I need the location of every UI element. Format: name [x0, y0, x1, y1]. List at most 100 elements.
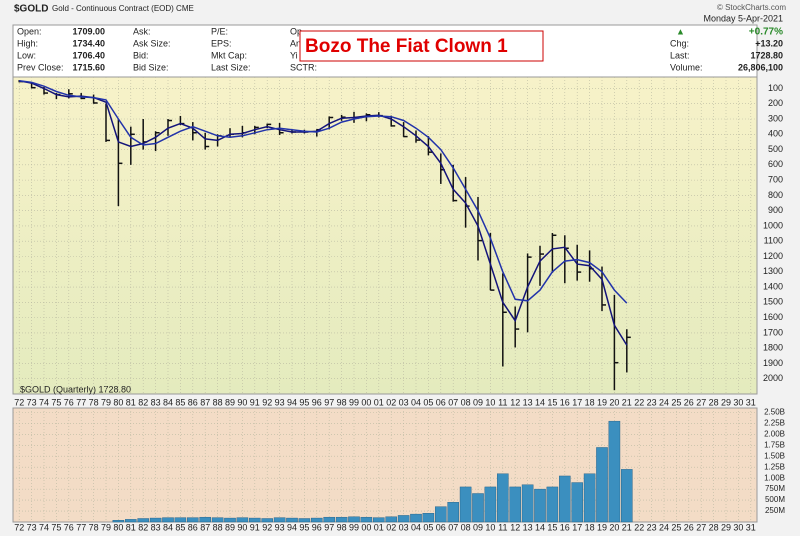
y-tick-label: 300 — [768, 113, 783, 123]
x-tick-label: 08 — [461, 522, 471, 532]
moving-average — [19, 80, 628, 346]
x-tick-label: 06 — [436, 522, 446, 532]
x-tick-label: 00 — [361, 397, 371, 407]
x-tick-label: 92 — [262, 397, 272, 407]
volume-bar — [497, 473, 509, 523]
volume-tick-label: 250M — [765, 506, 785, 515]
x-tick-label: 93 — [275, 397, 285, 407]
summary-value: 26,806,100 — [738, 62, 783, 72]
quote-label: Bid Size: — [133, 62, 169, 72]
y-tick-label: 1500 — [763, 297, 783, 307]
x-tick-label: 90 — [237, 397, 247, 407]
x-tick-label: 28 — [709, 522, 719, 532]
x-tick-label: 12 — [510, 522, 520, 532]
x-tick-label: 20 — [609, 522, 619, 532]
x-tick-label: 26 — [684, 522, 694, 532]
x-tick-label: 72 — [14, 522, 24, 532]
y-tick-label: 600 — [768, 159, 783, 169]
symbol: $GOLD — [14, 4, 48, 15]
volume-bar — [286, 517, 298, 523]
x-tick-label: 75 — [51, 522, 61, 532]
summary-value: 1728.80 — [750, 50, 783, 60]
quote-value: 1709.00 — [72, 26, 105, 36]
change-pct: +0.77% — [749, 27, 783, 38]
x-tick-label: 17 — [572, 397, 582, 407]
x-tick-label: 28 — [709, 397, 719, 407]
volume-bar — [311, 517, 323, 523]
volume-bar — [484, 486, 497, 523]
annotation-box — [299, 30, 544, 62]
x-tick-label: 91 — [250, 522, 260, 532]
volume-bar — [447, 502, 459, 523]
x-tick-label: 77 — [76, 522, 86, 532]
x-tick-label: 07 — [448, 522, 458, 532]
volume-bar — [137, 518, 149, 523]
x-tick-label: 17 — [572, 522, 582, 532]
x-tick-label: 20 — [609, 397, 619, 407]
x-tick-label: 92 — [262, 522, 272, 532]
x-tick-label: 10 — [485, 397, 495, 407]
x-tick-label: 15 — [547, 522, 557, 532]
moving-average — [19, 80, 628, 304]
x-tick-label: 15 — [547, 397, 557, 407]
quote-label: SCTR: — [290, 62, 317, 72]
quote-label: Yi — [290, 50, 298, 60]
x-tick-label: 16 — [560, 397, 570, 407]
title: Gold - Continuous Contract (EOD) CME — [52, 4, 194, 13]
x-tick-label: 80 — [113, 397, 123, 407]
y-tick-label: 1300 — [763, 266, 783, 276]
x-tick-label: 14 — [535, 522, 545, 532]
quote-label: Ask: — [133, 26, 151, 36]
x-tick-label: 95 — [299, 522, 309, 532]
x-tick-label: 73 — [27, 522, 37, 532]
volume-bar — [534, 488, 546, 523]
volume-bar — [236, 517, 249, 523]
volume-bar — [162, 517, 174, 523]
x-tick-label: 11 — [498, 522, 507, 532]
x-tick-label: 89 — [225, 522, 235, 532]
volume-bar — [360, 516, 373, 523]
x-tick-label: 04 — [411, 397, 421, 407]
quote-label: Low: — [17, 50, 36, 60]
volume-bar — [149, 517, 162, 523]
y-tick-label: 1400 — [763, 281, 783, 291]
price-panel — [12, 76, 758, 395]
y-tick-label: 1900 — [763, 358, 783, 368]
volume-bar — [559, 475, 571, 523]
quote-label: Open: — [17, 26, 42, 36]
x-tick-label: 87 — [200, 522, 210, 532]
volume-bar — [459, 486, 472, 523]
volume-bar — [435, 506, 447, 523]
volume-bar — [323, 516, 335, 523]
x-tick-label: 01 — [374, 397, 384, 407]
x-tick-label: 02 — [386, 522, 396, 532]
date: Monday 5-Apr-2021 — [703, 13, 783, 23]
x-tick-label: 86 — [188, 522, 198, 532]
volume-bar — [335, 516, 348, 523]
volume-tick-label: 2.50B — [764, 407, 785, 416]
volume-bar — [174, 517, 187, 523]
volume-tick-label: 500M — [765, 495, 785, 504]
volume-bar — [187, 517, 199, 523]
x-tick-label: 76 — [64, 522, 74, 532]
y-tick-label: 1200 — [763, 251, 783, 261]
x-tick-label: 18 — [585, 522, 595, 532]
x-tick-label: 04 — [411, 522, 421, 532]
quote-label: Ask Size: — [133, 38, 171, 48]
volume-bar — [373, 517, 385, 523]
x-tick-label: 98 — [337, 397, 347, 407]
x-tick-label: 29 — [721, 397, 731, 407]
x-tick-label: 74 — [39, 522, 49, 532]
x-tick-label: 85 — [175, 522, 185, 532]
x-tick-label: 25 — [671, 522, 681, 532]
volume-bar — [211, 517, 224, 523]
x-tick-label: 84 — [163, 522, 173, 532]
x-tick-label: 31 — [746, 522, 756, 532]
quote-label: EPS: — [211, 38, 232, 48]
x-tick-label: 94 — [287, 397, 297, 407]
x-tick-label: 19 — [597, 522, 607, 532]
x-tick-label: 82 — [138, 397, 148, 407]
x-tick-label: 06 — [436, 397, 446, 407]
x-tick-label: 93 — [275, 522, 285, 532]
x-tick-label: 95 — [299, 397, 309, 407]
